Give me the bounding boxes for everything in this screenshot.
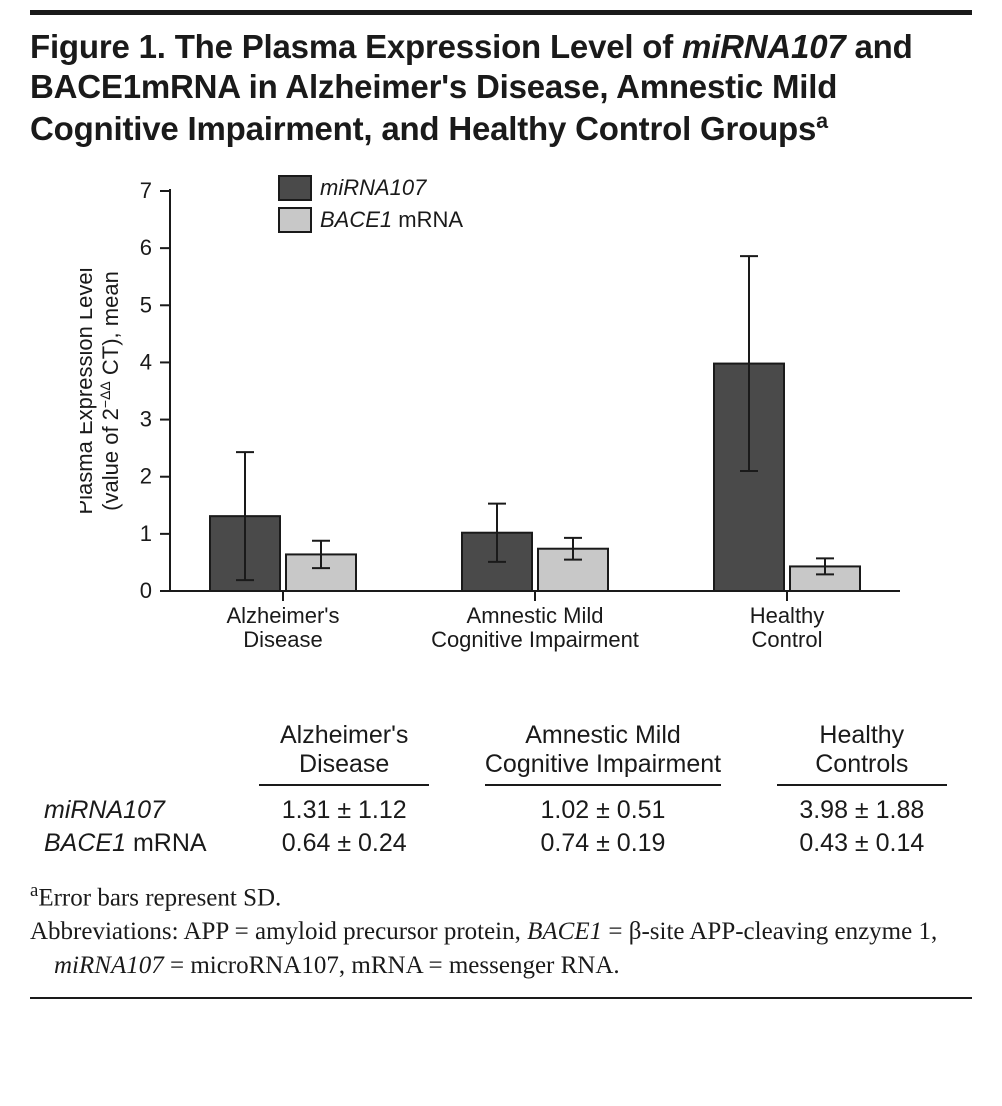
legend-swatch <box>280 209 310 231</box>
bottom-rule <box>30 997 972 999</box>
top-rule <box>30 10 972 15</box>
svg-text:1: 1 <box>140 521 152 546</box>
svg-text:7: 7 <box>140 178 152 203</box>
svg-text:4: 4 <box>140 349 152 374</box>
legend-label: BACE1 mRNA <box>320 207 463 233</box>
figure-container: Figure 1. The Plasma Expression Level of… <box>0 0 1002 1019</box>
legend-item: BACE1 mRNA <box>280 207 463 233</box>
summary-col-header: Amnestic MildCognitive Impairment <box>454 719 751 795</box>
svg-text:Control: Control <box>752 627 823 652</box>
svg-text:Plasma Expression Level: Plasma Expression Level <box>80 267 97 514</box>
svg-text:Healthy: Healthy <box>750 603 825 628</box>
summary-table: Alzheimer'sDiseaseAmnestic MildCognitive… <box>40 719 972 861</box>
svg-text:Cognitive Impairment: Cognitive Impairment <box>431 627 639 652</box>
summary-cell: 0.74 ± 0.19 <box>454 827 751 860</box>
svg-text:Amnestic Mild: Amnestic Mild <box>467 603 604 628</box>
chart-legend: miRNA107 BACE1 mRNA <box>280 175 463 239</box>
summary-col-header: Alzheimer'sDisease <box>234 719 454 795</box>
legend-item: miRNA107 <box>280 175 463 201</box>
title-prefix: Figure 1. The Plasma Expression Level of <box>30 28 682 65</box>
summary-cell: 3.98 ± 1.88 <box>752 794 972 827</box>
svg-text:5: 5 <box>140 292 152 317</box>
legend-swatch <box>280 177 310 199</box>
svg-text:Disease: Disease <box>243 627 322 652</box>
legend-label: miRNA107 <box>320 175 426 201</box>
footnote-a: aError bars represent SD. <box>30 878 972 915</box>
figure-title: Figure 1. The Plasma Expression Level of… <box>30 27 972 149</box>
title-sup: a <box>816 109 828 133</box>
summary-row-label: BACE1 mRNA <box>40 827 234 860</box>
svg-text:6: 6 <box>140 235 152 260</box>
svg-text:2: 2 <box>140 463 152 488</box>
summary-cell: 1.31 ± 1.12 <box>234 794 454 827</box>
svg-text:3: 3 <box>140 406 152 431</box>
footnote-abbrev: Abbreviations: APP = amyloid precursor p… <box>30 915 972 983</box>
footnotes: aError bars represent SD. Abbreviations:… <box>30 878 972 983</box>
summary-cell: 1.02 ± 0.51 <box>454 794 751 827</box>
svg-text:Alzheimer's: Alzheimer's <box>226 603 339 628</box>
summary-cell: 0.43 ± 0.14 <box>752 827 972 860</box>
svg-text:0: 0 <box>140 578 152 603</box>
bar-chart: 01234567Alzheimer'sDiseaseAmnestic MildC… <box>80 171 910 701</box>
summary-cell: 0.64 ± 0.24 <box>234 827 454 860</box>
chart-area: miRNA107 BACE1 mRNA 0 1 2 3 4 5 6 7 Alzheimer'sDi… <box>80 171 972 701</box>
summary-col-header: HealthyControls <box>752 719 972 795</box>
title-ital1: miRNA107 <box>682 28 845 65</box>
svg-text:(value of 2−ΔΔ CT), mean: (value of 2−ΔΔ CT), mean <box>97 271 123 511</box>
summary-row-label: miRNA107 <box>40 794 234 827</box>
